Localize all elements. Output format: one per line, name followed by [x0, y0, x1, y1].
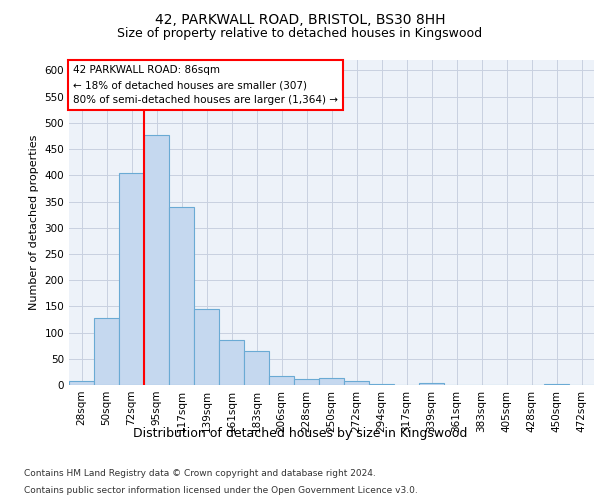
Text: 42 PARKWALL ROAD: 86sqm
← 18% of detached houses are smaller (307)
80% of semi-d: 42 PARKWALL ROAD: 86sqm ← 18% of detache… [73, 65, 338, 105]
Bar [319, 378, 344, 385]
Bar [344, 382, 369, 385]
Bar [269, 376, 294, 385]
Bar [194, 309, 219, 385]
Bar [244, 351, 269, 385]
Text: Size of property relative to detached houses in Kingswood: Size of property relative to detached ho… [118, 28, 482, 40]
Bar [94, 318, 119, 385]
Bar [369, 384, 394, 385]
Text: Contains public sector information licensed under the Open Government Licence v3: Contains public sector information licen… [24, 486, 418, 495]
Y-axis label: Number of detached properties: Number of detached properties [29, 135, 39, 310]
Bar [294, 378, 319, 385]
Text: Distribution of detached houses by size in Kingswood: Distribution of detached houses by size … [133, 428, 467, 440]
Text: 42, PARKWALL ROAD, BRISTOL, BS30 8HH: 42, PARKWALL ROAD, BRISTOL, BS30 8HH [155, 12, 445, 26]
Bar [219, 340, 244, 385]
Bar [119, 172, 144, 385]
Bar [169, 207, 194, 385]
Text: Contains HM Land Registry data © Crown copyright and database right 2024.: Contains HM Land Registry data © Crown c… [24, 468, 376, 477]
Bar [544, 384, 569, 385]
Bar [69, 381, 94, 385]
Bar [419, 384, 444, 385]
Bar [144, 135, 169, 385]
